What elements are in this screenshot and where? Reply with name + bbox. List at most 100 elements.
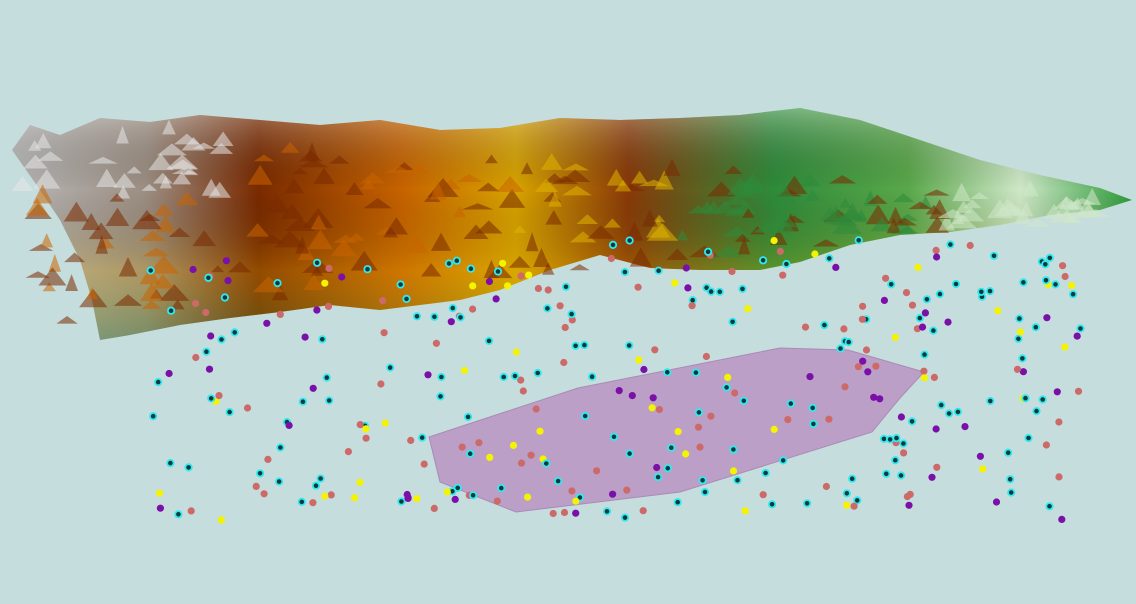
yellow-point[interactable] — [509, 441, 518, 449]
cyan-ring-point[interactable] — [184, 463, 193, 472]
salmon-point[interactable] — [568, 316, 576, 324]
salmon-point[interactable] — [840, 325, 848, 333]
yellow-point[interactable] — [770, 425, 778, 433]
salmon-point[interactable] — [560, 508, 569, 517]
purple-point[interactable] — [905, 501, 913, 509]
yellow-point[interactable] — [572, 497, 580, 505]
purple-point[interactable] — [976, 452, 985, 460]
yellow-point[interactable] — [356, 478, 364, 486]
cyan-ring-point[interactable] — [543, 304, 552, 313]
yellow-point[interactable] — [156, 489, 164, 497]
salmon-point[interactable] — [517, 459, 526, 467]
salmon-point[interactable] — [694, 423, 703, 431]
cyan-ring-point[interactable] — [848, 474, 857, 483]
cyan-ring-point[interactable] — [493, 267, 503, 276]
cyan-ring-point[interactable] — [567, 309, 576, 319]
yellow-point[interactable] — [512, 348, 521, 356]
salmon-point[interactable] — [327, 491, 335, 499]
cyan-ring-point[interactable] — [273, 278, 282, 288]
salmon-point[interactable] — [882, 274, 890, 282]
purple-point[interactable] — [572, 509, 580, 517]
cyan-ring-point[interactable] — [418, 433, 427, 442]
cyan-ring-point[interactable] — [448, 303, 457, 313]
yellow-point[interactable] — [460, 366, 469, 375]
cyan-ring-point[interactable] — [986, 396, 995, 406]
cyan-ring-point[interactable] — [149, 412, 158, 421]
purple-point[interactable] — [404, 493, 412, 502]
salmon-point[interactable] — [688, 302, 696, 310]
salmon-point[interactable] — [532, 405, 540, 413]
salmon-point[interactable] — [850, 502, 858, 510]
cyan-ring-point[interactable] — [951, 279, 961, 289]
salmon-point[interactable] — [187, 507, 195, 515]
yellow-point[interactable] — [350, 494, 359, 502]
yellow-point[interactable] — [729, 467, 738, 475]
cyan-ring-point[interactable] — [802, 499, 812, 508]
cyan-ring-point[interactable] — [274, 477, 284, 486]
cyan-ring-point[interactable] — [316, 474, 325, 483]
cyan-ring-point[interactable] — [255, 469, 265, 478]
purple-point[interactable] — [806, 373, 814, 381]
yellow-point[interactable] — [914, 263, 922, 271]
cyan-ring-point[interactable] — [430, 312, 439, 321]
cyan-ring-point[interactable] — [561, 282, 571, 291]
yellow-point[interactable] — [362, 425, 370, 433]
cyan-ring-point[interactable] — [1038, 395, 1047, 404]
yellow-point[interactable] — [671, 279, 679, 287]
salmon-point[interactable] — [252, 482, 260, 490]
cyan-ring-point[interactable] — [854, 236, 863, 245]
cyan-ring-point[interactable] — [715, 287, 724, 296]
salmon-point[interactable] — [801, 323, 810, 331]
cyan-ring-point[interactable] — [1031, 323, 1040, 332]
salmon-point[interactable] — [325, 264, 333, 272]
cyan-ring-point[interactable] — [452, 256, 461, 265]
yellow-point[interactable] — [843, 501, 851, 509]
cyan-ring-point[interactable] — [466, 449, 475, 458]
cyan-ring-point[interactable] — [654, 266, 663, 275]
cyan-ring-point[interactable] — [276, 443, 285, 452]
cyan-ring-point[interactable] — [907, 417, 917, 426]
yellow-point[interactable] — [536, 427, 544, 435]
yellow-point[interactable] — [525, 271, 533, 279]
salmon-point[interactable] — [260, 490, 268, 498]
cyan-ring-point[interactable] — [663, 368, 672, 377]
salmon-point[interactable] — [728, 267, 736, 276]
salmon-point[interactable] — [362, 434, 370, 442]
purple-point[interactable] — [285, 421, 293, 429]
cyan-ring-point[interactable] — [663, 464, 672, 473]
cyan-ring-point[interactable] — [297, 497, 306, 506]
cyan-ring-point[interactable] — [706, 287, 716, 296]
cyan-ring-point[interactable] — [1069, 290, 1078, 299]
salmon-point[interactable] — [1013, 365, 1022, 373]
cyan-ring-point[interactable] — [609, 432, 619, 441]
purple-point[interactable] — [309, 384, 317, 392]
purple-point[interactable] — [492, 295, 500, 303]
salmon-point[interactable] — [458, 443, 466, 451]
purple-point[interactable] — [338, 273, 346, 281]
cyan-ring-point[interactable] — [700, 487, 710, 497]
cyan-ring-point[interactable] — [920, 350, 929, 359]
cyan-ring-point[interactable] — [1004, 448, 1013, 457]
yellow-point[interactable] — [1016, 328, 1024, 336]
cyan-ring-point[interactable] — [167, 306, 176, 315]
cyan-ring-point[interactable] — [468, 491, 478, 500]
purple-point[interactable] — [1053, 388, 1061, 396]
cyan-ring-point[interactable] — [318, 335, 327, 344]
salmon-point[interactable] — [544, 286, 552, 294]
yellow-point[interactable] — [381, 419, 389, 427]
cyan-ring-point[interactable] — [463, 412, 473, 421]
purple-point[interactable] — [870, 393, 878, 401]
cyan-ring-point[interactable] — [602, 507, 612, 516]
cyan-ring-point[interactable] — [444, 259, 454, 268]
yellow-point[interactable] — [994, 307, 1002, 315]
salmon-point[interactable] — [696, 443, 704, 451]
cyan-ring-point[interactable] — [363, 265, 372, 274]
cyan-ring-point[interactable] — [620, 267, 630, 277]
cyan-ring-point[interactable] — [1014, 334, 1023, 343]
salmon-point[interactable] — [377, 380, 385, 388]
yellow-point[interactable] — [979, 465, 987, 473]
cyan-ring-point[interactable] — [1076, 324, 1085, 333]
cyan-ring-point[interactable] — [497, 483, 506, 493]
salmon-point[interactable] — [1042, 441, 1050, 449]
